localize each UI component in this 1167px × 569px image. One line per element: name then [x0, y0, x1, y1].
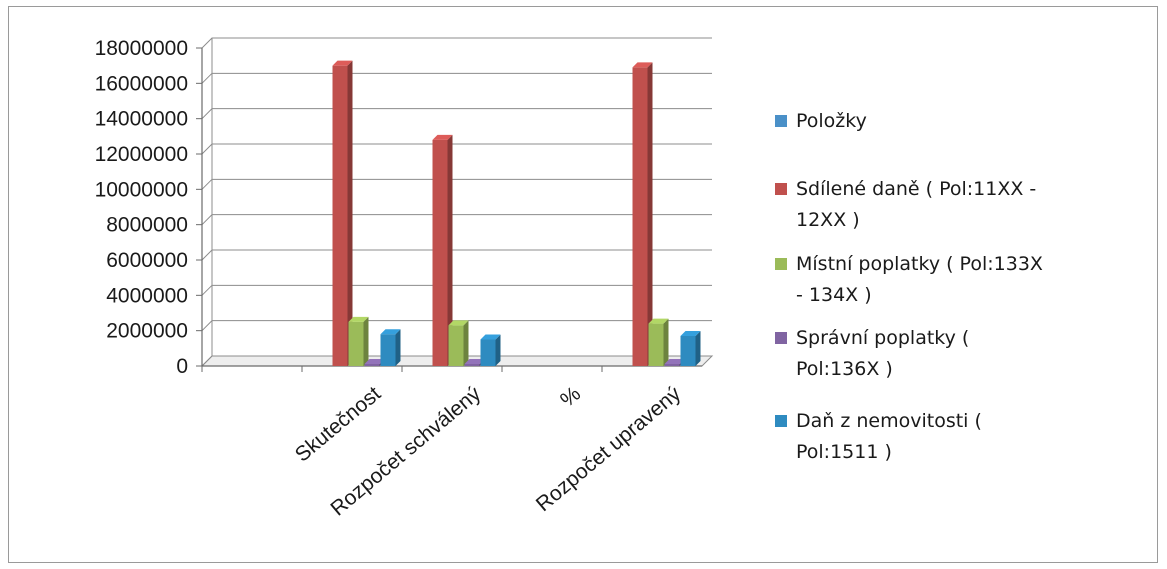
y-tick-label: 8000000: [106, 214, 188, 237]
bar-top: [480, 334, 501, 340]
bar-side: [347, 60, 353, 367]
bar-top: [464, 359, 485, 364]
bar-top: [432, 134, 453, 140]
bar-front: [680, 335, 696, 366]
legend-swatch: [775, 258, 787, 270]
bar-top: [648, 318, 669, 324]
bars: [332, 60, 701, 367]
chart-frame: 0 2000000 4000000 6000000 8000000 10000000 120…: [8, 6, 1158, 563]
y-tick-label: 6000000: [106, 249, 188, 272]
legend-label: Pol:1511 ): [796, 441, 892, 463]
y-tick-label: 0: [176, 355, 188, 378]
bar-side: [463, 320, 469, 366]
x-tick-label: %: [556, 382, 585, 412]
legend-swatch: [775, 183, 787, 195]
x-tick-label: Rozpočet upravený: [532, 382, 686, 516]
bar-side: [695, 330, 701, 366]
bar-side: [363, 316, 369, 366]
bar-front: [448, 325, 464, 366]
bar-top: [348, 316, 369, 322]
y-tick-label: 16000000: [95, 72, 188, 95]
legend-item: Položky: [775, 110, 867, 132]
legend-label: Správní poplatky (: [796, 327, 969, 349]
legend-item: Sdílené daně ( Pol:11XX - 12XX ): [775, 178, 1036, 231]
bar-top: [332, 60, 353, 66]
y-tick-label: 18000000: [95, 37, 188, 60]
bar-front: [648, 323, 664, 366]
bar-side: [395, 329, 401, 366]
bar: [632, 62, 653, 366]
bar-top: [664, 359, 685, 364]
bar: [432, 134, 453, 366]
legend-label: Položky: [796, 110, 867, 132]
bar-chart: 0 2000000 4000000 6000000 8000000 10000000 120…: [95, 37, 1043, 521]
legend-label: 12XX ): [796, 209, 860, 231]
legend-item: Správní poplatky ( Pol:136X ): [775, 327, 969, 380]
bar: [332, 60, 353, 367]
bar-front: [464, 364, 480, 366]
bar: [380, 329, 401, 366]
bar-side: [647, 62, 653, 366]
legend-label: - 134X ): [796, 284, 872, 306]
bar-side: [663, 318, 669, 366]
legend-swatch: [775, 115, 787, 127]
bar-top: [364, 359, 385, 364]
bar-front: [480, 339, 496, 366]
legend-item: Daň z nemovitosti ( Pol:1511 ): [775, 410, 982, 463]
bar: [348, 316, 369, 366]
y-tick-label: 2000000: [106, 320, 188, 343]
bar-front: [380, 334, 396, 366]
y-tick-labels: 0 2000000 4000000 6000000 8000000 10000000 120…: [95, 37, 188, 378]
legend-label: Sdílené daně ( Pol:11XX -: [796, 178, 1036, 200]
bar-front: [432, 139, 448, 366]
bar: [680, 330, 701, 366]
legend-swatch: [775, 332, 787, 344]
bar-side: [447, 134, 453, 366]
bar-top: [680, 330, 701, 336]
bar: [448, 320, 469, 366]
bar-top: [632, 62, 653, 68]
legend-label: Daň z nemovitosti (: [796, 410, 982, 432]
bar-front: [364, 364, 380, 366]
legend: Položky Sdílené daně ( Pol:11XX - 12XX ) Mí…: [775, 110, 1043, 463]
bar-side: [495, 334, 501, 366]
bar-top: [448, 320, 469, 326]
bar-front: [632, 67, 648, 366]
legend-label: Místní poplatky ( Pol:133X: [796, 253, 1043, 275]
x-tick-label: Skutečnost: [291, 382, 385, 467]
legend-label: Pol:136X ): [796, 358, 893, 380]
y-tick-label: 14000000: [95, 108, 188, 131]
legend-swatch: [775, 415, 787, 427]
y-tick-label: 4000000: [106, 284, 188, 307]
bar-front: [332, 65, 348, 366]
y-tick-label: 10000000: [95, 178, 188, 201]
legend-item: Místní poplatky ( Pol:133X - 134X ): [775, 253, 1043, 306]
bar-front: [664, 364, 680, 366]
bar: [480, 334, 501, 366]
y-tick-label: 12000000: [95, 143, 188, 166]
bar-top: [380, 329, 401, 335]
bar-front: [348, 321, 364, 366]
bar: [648, 318, 669, 366]
